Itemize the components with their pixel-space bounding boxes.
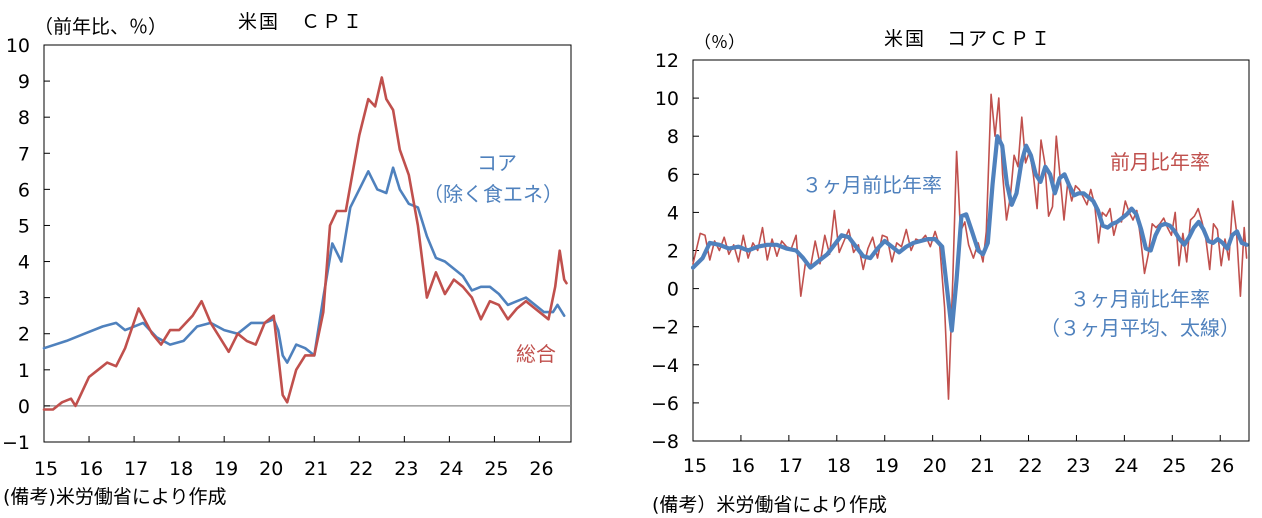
y-tick-label: 10 — [6, 35, 30, 57]
x-tick-label: 26 — [529, 458, 553, 480]
y-tick-label: −2 — [651, 317, 679, 339]
series-line-1 — [42, 76, 568, 411]
y-tick-label: 8 — [667, 126, 679, 148]
x-tick-label: 20 — [259, 458, 283, 480]
y-axis-label: （前年比、％） — [34, 16, 167, 38]
annotation-3m-avg: ３ヶ月前比年率 — [1070, 287, 1210, 311]
y-tick-label: 4 — [667, 202, 679, 224]
x-tick-label: 21 — [970, 455, 994, 477]
y-tick-label: 0 — [667, 279, 679, 301]
chart-title: 米国 ＣＰＩ — [238, 11, 364, 33]
x-tick-label: 17 — [779, 455, 803, 477]
annotation-core-sub: （除く食エネ） — [423, 182, 563, 206]
x-tick-label: 17 — [124, 458, 148, 480]
x-tick-label: 24 — [1114, 455, 1138, 477]
series-line-1 — [690, 134, 1249, 333]
x-tick-label: 22 — [349, 458, 373, 480]
x-tick-label: 18 — [169, 458, 193, 480]
y-tick-label: 2 — [18, 324, 30, 346]
y-tick-label: −4 — [651, 355, 679, 377]
x-tick-label: 22 — [1018, 455, 1042, 477]
x-tick-label: 18 — [827, 455, 851, 477]
source-note: (備考)米労働省により作成 — [3, 486, 226, 508]
y-tick-label: 10 — [655, 88, 679, 110]
x-tick-label: 19 — [214, 458, 238, 480]
y-tick-label: 8 — [18, 107, 30, 129]
y-tick-label: 6 — [667, 164, 679, 186]
series-group — [42, 76, 568, 411]
source-note: (備考）米労働省により作成 — [652, 494, 887, 516]
y-tick-label: 4 — [18, 252, 30, 274]
x-tick-label: 25 — [484, 458, 508, 480]
y-tick-label: 5 — [18, 215, 30, 237]
series-line-0 — [42, 166, 566, 364]
x-tick-label: 20 — [923, 455, 947, 477]
annotation-3m-avg-sub: （３ヶ月平均、太線） — [1040, 316, 1240, 340]
annotation-core: コア — [477, 151, 517, 175]
x-axis: 15 16 17 18 19 20 21 22 23 24 25 26 — [34, 436, 554, 480]
x-axis: 15 16 17 18 19 20 21 22 23 24 25 26 — [683, 435, 1234, 477]
y-tick-label: −6 — [651, 393, 679, 415]
y-tick-label: −8 — [651, 431, 679, 453]
y-tick-label: 1 — [18, 360, 30, 382]
annotation-mom: 前月比年率 — [1110, 150, 1210, 174]
y-axis: −8 −6 −4 −2 0 2 4 6 8 10 12 — [651, 50, 699, 453]
plot-frame — [43, 44, 572, 443]
x-tick-label: 26 — [1210, 455, 1234, 477]
x-tick-label: 15 — [34, 458, 58, 480]
series-group — [690, 93, 1249, 400]
x-tick-label: 16 — [79, 458, 103, 480]
y-tick-label: 7 — [18, 143, 30, 165]
series-line-0 — [692, 93, 1248, 400]
chart-title: 米国 コアＣＰＩ — [884, 28, 1052, 50]
y-tick-label: 0 — [18, 396, 30, 418]
y-axis: −1 0 1 2 3 4 5 6 7 8 9 10 — [2, 35, 50, 454]
y-tick-label: 2 — [667, 241, 679, 263]
annotation-headline: 総合 — [516, 342, 556, 366]
x-tick-label: 21 — [304, 458, 328, 480]
y-tick-label: 6 — [18, 179, 30, 201]
x-tick-label: 15 — [683, 455, 707, 477]
x-tick-label: 23 — [1066, 455, 1090, 477]
x-tick-label: 24 — [439, 458, 463, 480]
y-tick-label: 9 — [18, 71, 30, 93]
x-tick-label: 23 — [394, 458, 418, 480]
x-tick-label: 19 — [875, 455, 899, 477]
annotation-3m: ３ヶ月前比年率 — [802, 173, 942, 197]
y-tick-label: −1 — [2, 432, 30, 454]
y-tick-label: 3 — [18, 288, 30, 310]
x-tick-label: 25 — [1162, 455, 1186, 477]
y-axis-label: （％） — [694, 33, 745, 53]
x-tick-label: 16 — [731, 455, 755, 477]
y-tick-label: 12 — [655, 50, 679, 72]
